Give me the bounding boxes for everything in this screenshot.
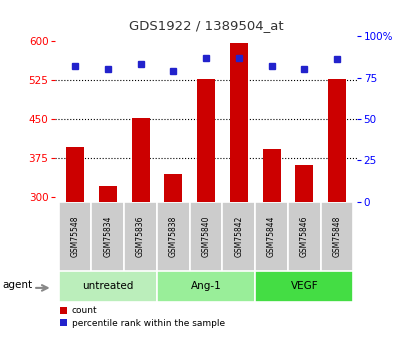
Bar (157, 202, 189, 271)
Text: Ang-1: Ang-1 (190, 282, 221, 291)
Bar (189, 202, 222, 271)
Bar (254, 202, 287, 271)
Text: GSM75844: GSM75844 (266, 216, 275, 257)
Bar (222, 202, 254, 271)
Bar (320, 202, 353, 271)
Text: GSM75842: GSM75842 (234, 216, 243, 257)
Title: GDS1922 / 1389504_at: GDS1922 / 1389504_at (128, 19, 283, 32)
Text: VEGF: VEGF (290, 282, 317, 291)
Bar (66, 148, 84, 202)
Text: GSM75548: GSM75548 (70, 216, 79, 257)
Text: GSM75848: GSM75848 (332, 216, 341, 257)
Bar (262, 149, 280, 202)
Bar (157, 271, 254, 302)
Bar (131, 118, 149, 202)
Bar (91, 202, 124, 271)
Bar (287, 202, 320, 271)
Legend: count, percentile rank within the sample: count, percentile rank within the sample (60, 306, 224, 328)
Bar (294, 165, 312, 202)
Bar (99, 186, 117, 202)
Bar (254, 271, 353, 302)
Text: GSM75846: GSM75846 (299, 216, 308, 257)
Text: GSM75840: GSM75840 (201, 216, 210, 257)
Bar (58, 202, 91, 271)
Text: untreated: untreated (82, 282, 133, 291)
Bar (124, 202, 157, 271)
Text: agent: agent (3, 280, 33, 290)
Text: GSM75836: GSM75836 (136, 216, 145, 257)
Bar (327, 79, 345, 202)
Bar (164, 175, 182, 202)
Text: GSM75834: GSM75834 (103, 216, 112, 257)
Bar (197, 79, 214, 202)
Bar (58, 271, 157, 302)
Text: GSM75838: GSM75838 (169, 216, 178, 257)
Bar (229, 43, 247, 202)
